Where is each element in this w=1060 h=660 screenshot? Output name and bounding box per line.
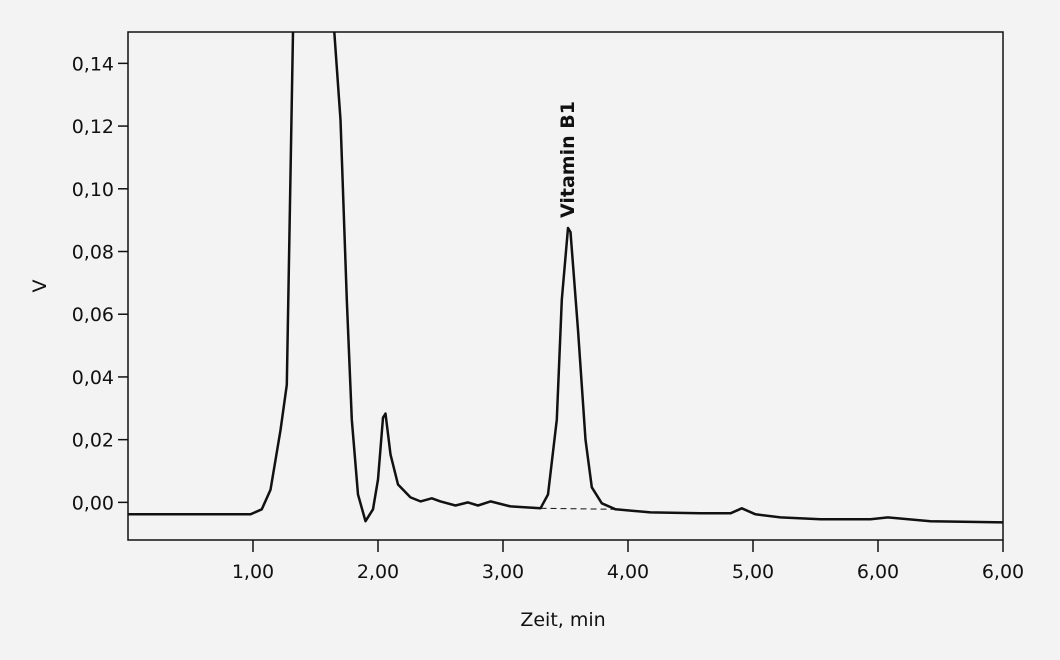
x-tick-label: 2,00 (357, 561, 399, 583)
y-axis-label: V (29, 280, 51, 293)
y-tick-label: 0,02 (72, 430, 114, 452)
plot-frame (127, 31, 1004, 541)
signal-line (128, 32, 1003, 524)
x-axis-label: Zeit, min (520, 609, 605, 631)
x-tick-label: 6,00 (982, 561, 1024, 583)
x-tick-label: 6,00 (857, 561, 899, 583)
x-tick-label: 3,00 (482, 561, 524, 583)
y-tick-label: 0,04 (72, 367, 114, 389)
y-tick-label: 0,00 (72, 492, 114, 514)
y-tick-label: 0,12 (72, 116, 114, 138)
baseline (540, 507, 616, 510)
x-tick-label: 4,00 (607, 561, 649, 583)
y-tick-label: 0,06 (72, 304, 114, 326)
y-tick-label: 0,10 (72, 179, 114, 201)
x-tick-label: 5,00 (732, 561, 774, 583)
x-tick-label: 1,00 (232, 561, 274, 583)
y-tick-label: 0,08 (72, 242, 114, 264)
peak-annotation: Vitamin B1 (557, 101, 579, 218)
y-tick-label: 0,14 (72, 53, 114, 75)
